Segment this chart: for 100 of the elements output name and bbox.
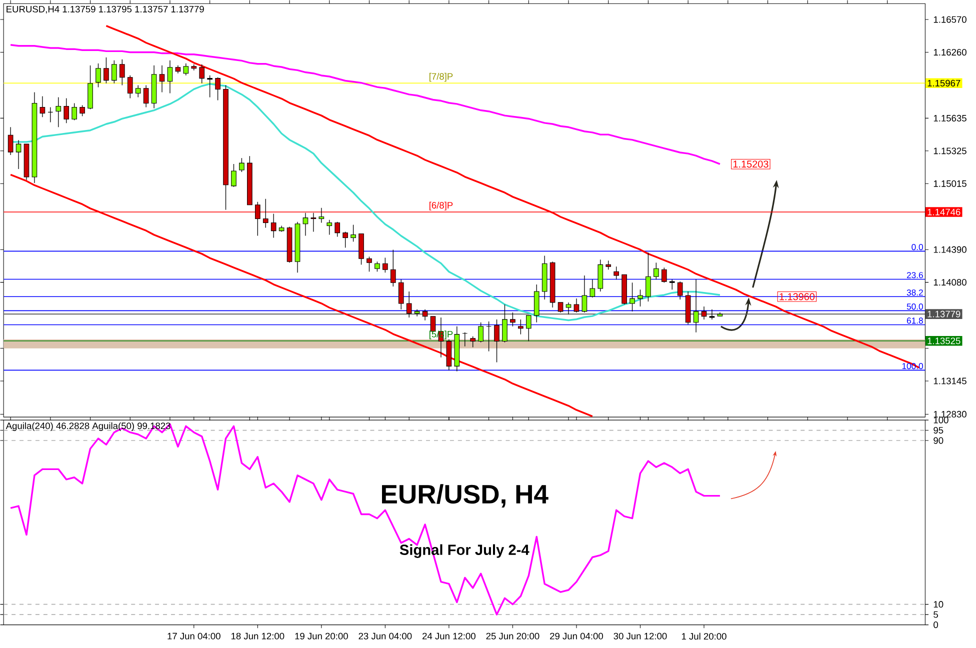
candlestick	[669, 279, 675, 290]
candlestick	[8, 126, 14, 156]
candlestick	[159, 65, 165, 92]
candlestick	[239, 158, 244, 172]
candlestick	[662, 267, 667, 283]
candlestick	[582, 275, 588, 313]
candlestick	[334, 221, 340, 237]
candlestick	[366, 256, 372, 272]
candlestick	[486, 321, 492, 352]
y-tick-label: 10	[934, 600, 944, 608]
candlestick	[199, 64, 205, 84]
annotation: 1.15203	[733, 160, 768, 168]
y-tick-label: 1.15635	[934, 114, 966, 122]
candlestick	[16, 140, 22, 170]
candlestick	[614, 266, 619, 280]
candlestick	[693, 279, 699, 333]
y-tick-label: 5	[934, 611, 938, 618]
candlestick	[254, 201, 260, 236]
y-tick-label: 1.16260	[934, 48, 966, 56]
candlestick	[566, 302, 572, 315]
x-tick-label: 19 Jun 20:00	[295, 632, 348, 640]
annotation: 38.2	[906, 289, 923, 296]
candlestick	[590, 279, 596, 298]
ref-line-label: 1.13779	[928, 310, 960, 318]
y-tick-label: 90	[934, 437, 944, 444]
candlestick	[630, 282, 635, 312]
y-tick-label: 1.15325	[934, 148, 966, 154]
candlestick	[534, 284, 540, 323]
candlestick	[215, 76, 220, 100]
candlestick	[40, 96, 46, 118]
candlestick	[183, 62, 189, 76]
candlestick	[646, 252, 651, 302]
y-tick-label: 1.15015	[934, 180, 966, 187]
candlestick	[494, 319, 500, 363]
annotation: [6/8]P	[429, 202, 453, 210]
candlestick	[638, 289, 643, 307]
candlestick	[709, 308, 715, 320]
candlestick	[143, 84, 149, 108]
candlestick	[207, 74, 212, 98]
candlestick	[518, 319, 524, 335]
candlestick	[558, 302, 564, 313]
annotation: 61.8	[906, 317, 923, 324]
candlestick	[406, 291, 412, 318]
x-tick-label: 18 Jun 12:00	[231, 632, 284, 640]
y-tick-label: 1.14080	[934, 278, 966, 286]
candlestick	[574, 298, 580, 313]
candlestick	[56, 96, 62, 128]
candlestick	[64, 98, 70, 124]
annotation: EUR/USD, H4	[382, 484, 548, 508]
candlestick	[374, 261, 380, 272]
x-tick-label: 17 Jun 04:00	[168, 632, 220, 640]
candlestick	[302, 212, 308, 236]
candlestick	[112, 60, 117, 84]
y-tick-label: 1.12830	[934, 410, 966, 418]
candlestick	[270, 213, 276, 238]
candlestick	[382, 257, 388, 273]
candlestick	[342, 231, 348, 248]
y-tick-label: 95	[934, 426, 944, 434]
candlestick	[96, 62, 101, 88]
candlestick	[231, 164, 236, 188]
x-tick-label: 30 Jun 12:00	[614, 632, 667, 640]
x-tick-label: 29 Jun 04:00	[550, 632, 603, 640]
candlestick	[677, 281, 683, 300]
candlestick	[262, 198, 268, 228]
candlestick	[310, 212, 316, 232]
ref-line-label: 1.13525	[928, 337, 960, 344]
candlestick	[72, 102, 77, 120]
x-tick-label: 24 Jun 12:00	[422, 632, 476, 640]
candlestick	[502, 304, 508, 343]
ref-line-label: 1.14746	[928, 208, 960, 216]
candlestick	[510, 312, 516, 327]
y-tick-label: 1.16570	[934, 16, 966, 23]
candlestick	[127, 74, 133, 98]
y-tick-label: 0	[934, 621, 938, 628]
candlestick	[598, 259, 604, 292]
candlestick	[326, 219, 332, 235]
x-tick-label: 1 Jul 20:00	[682, 632, 726, 640]
y-tick-label: 100	[934, 416, 948, 424]
x-tick-label: 25 Jun 20:00	[486, 632, 540, 640]
y-tick-label: 1.14390	[934, 246, 966, 253]
ref-line-label: 1.15967	[928, 80, 960, 86]
candlestick	[167, 60, 173, 94]
candlestick	[135, 84, 141, 98]
candlestick	[654, 262, 659, 280]
candlestick	[80, 104, 85, 116]
annotation: 50.0	[906, 303, 923, 310]
candlestick	[422, 308, 428, 321]
x-tick-label: 23 Jun 04:00	[358, 632, 412, 640]
candlestick	[478, 322, 484, 343]
candlestick	[701, 306, 707, 320]
candlestick	[104, 56, 109, 84]
candlestick	[350, 224, 356, 242]
annotation: 23.6	[906, 272, 923, 278]
candlestick	[462, 332, 468, 347]
candlestick	[526, 315, 532, 342]
candlestick	[119, 58, 125, 86]
candlestick	[48, 106, 54, 122]
annotation: 0.0	[912, 244, 923, 250]
candlestick	[398, 279, 404, 310]
candlestick	[318, 207, 324, 224]
